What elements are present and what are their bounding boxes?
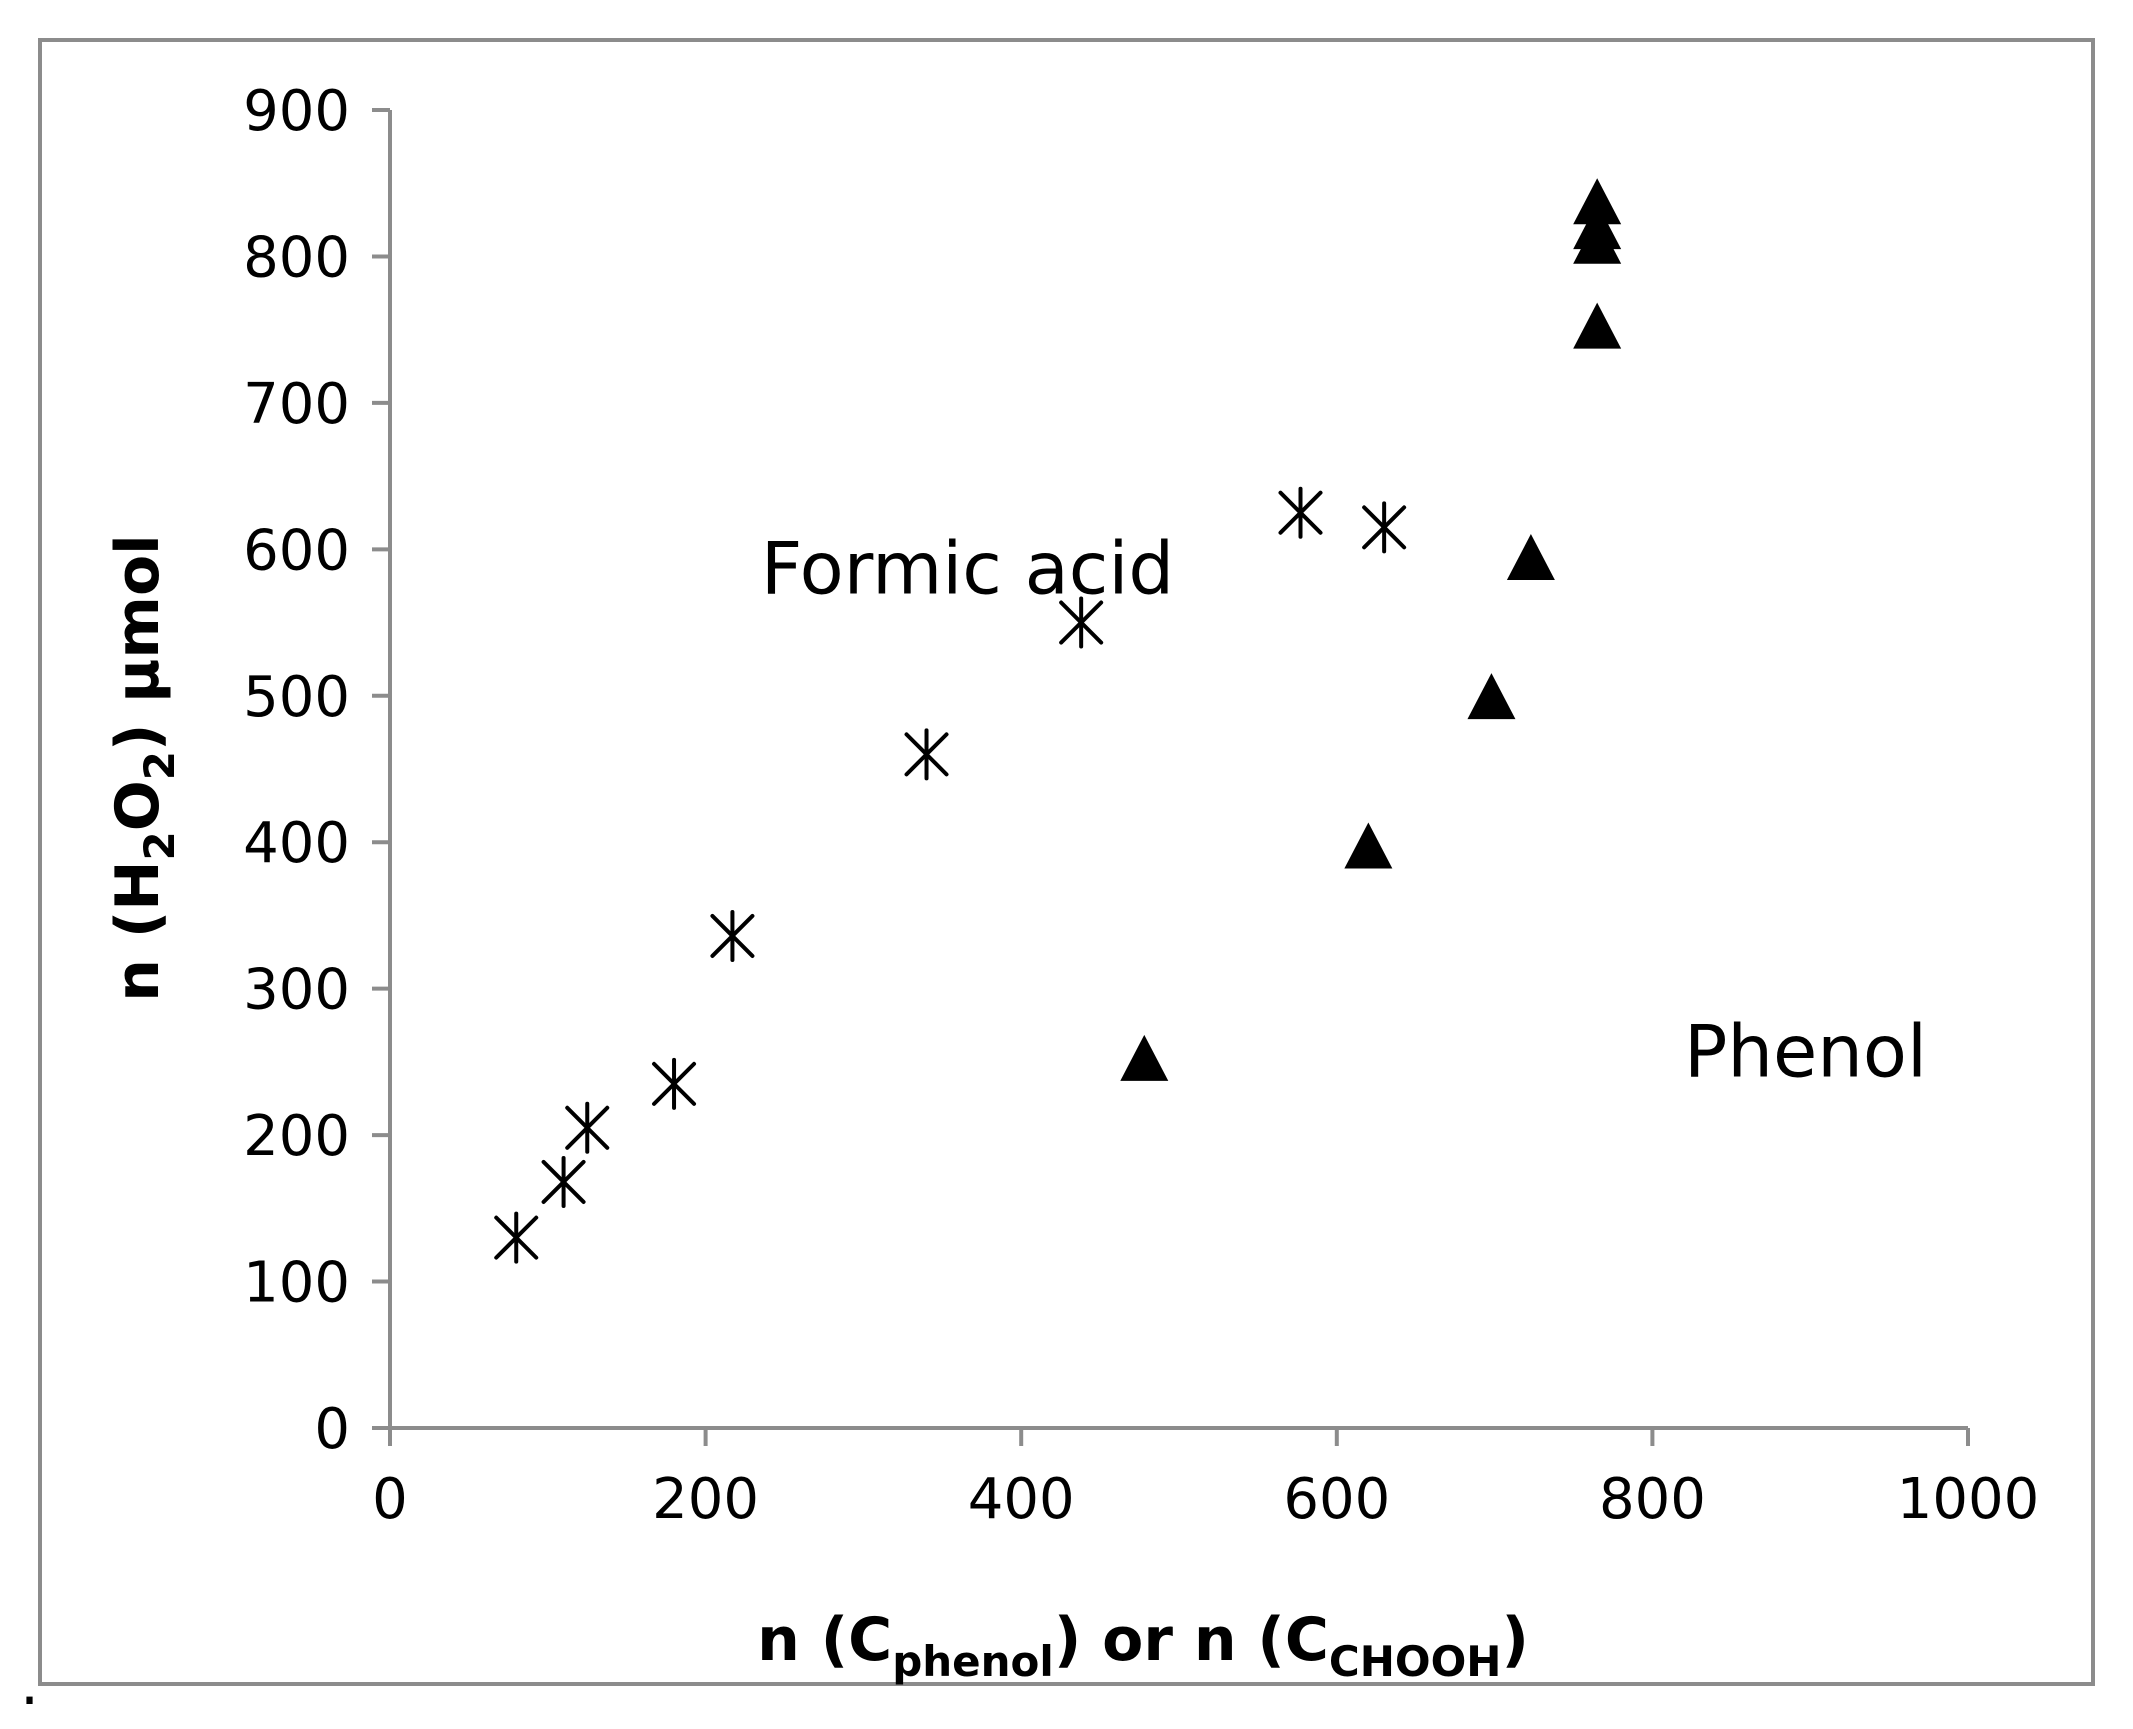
axis-title-subscript: phenol [892, 1637, 1054, 1686]
axis-title-subscript: 2 [135, 831, 184, 860]
y-tick-label: 200 [243, 1104, 350, 1169]
phenol-point [1573, 302, 1622, 349]
series-annotation: Formic acid [761, 526, 1174, 610]
axis-title-part: ) µmol [103, 534, 173, 751]
x-tick-label: 0 [372, 1467, 408, 1532]
x-tick-label: 800 [1599, 1467, 1706, 1532]
formic-acid-point [904, 728, 949, 781]
formic-acid-point [565, 1101, 610, 1154]
series-annotation: Phenol [1684, 1010, 1927, 1094]
footnote-dot: . [20, 1649, 39, 1719]
y-tick-label: 0 [314, 1397, 350, 1462]
axis-title-part: O [103, 780, 173, 831]
y-tick-label: 600 [243, 518, 350, 583]
annotations: Formic acid Phenol [761, 526, 1927, 1093]
y-tick-label: 700 [243, 372, 350, 437]
y-tick-label: 300 [243, 958, 350, 1023]
x-tick-label: 400 [968, 1467, 1075, 1532]
phenol-point [1573, 178, 1622, 225]
axis-title-part: ) [1501, 1605, 1528, 1675]
data-points [494, 178, 1622, 1264]
phenol-point [1120, 1034, 1169, 1081]
y-axis-ticks: 0 100 200 300 400 500 600 700 800 900 [243, 79, 390, 1462]
x-tick-label: 200 [652, 1467, 759, 1532]
y-tick-label: 100 [243, 1251, 350, 1316]
formic-acid-point [1059, 596, 1104, 649]
x-tick-label: 1000 [1897, 1467, 2040, 1532]
axis-title-subscript: 2 [135, 751, 184, 780]
chart-border [38, 38, 2095, 1686]
axis-title-part: n (C [757, 1605, 892, 1675]
phenol-point [1506, 534, 1555, 581]
y-axis-title: n (H2O2) µmol [103, 534, 184, 1002]
phenol-point [1344, 822, 1393, 869]
y-tick-label: 900 [243, 79, 350, 144]
axis-title-part: n (H [103, 861, 173, 1002]
y-tick-label: 400 [243, 811, 350, 876]
x-axis-ticks: 0 200 400 600 800 1000 [372, 1428, 2039, 1532]
x-tick-label: 600 [1283, 1467, 1390, 1532]
axis-title-part: ) or n (C [1054, 1605, 1329, 1675]
formic-acid-point [1278, 486, 1323, 539]
formic-acid-point [652, 1057, 697, 1110]
y-tick-label: 500 [243, 665, 350, 730]
formic-acid-point [494, 1211, 539, 1264]
axis-title-subscript: CHOOH [1329, 1637, 1502, 1686]
formic-acid-point [541, 1155, 586, 1208]
phenol-point [1573, 203, 1622, 250]
formic-acid-point [710, 909, 755, 962]
x-axis-title: n (Cphenol) or n (CCHOOH) [757, 1605, 1529, 1686]
formic-acid-point [1362, 501, 1407, 554]
phenol-point [1467, 673, 1516, 720]
y-tick-label: 800 [243, 225, 350, 290]
